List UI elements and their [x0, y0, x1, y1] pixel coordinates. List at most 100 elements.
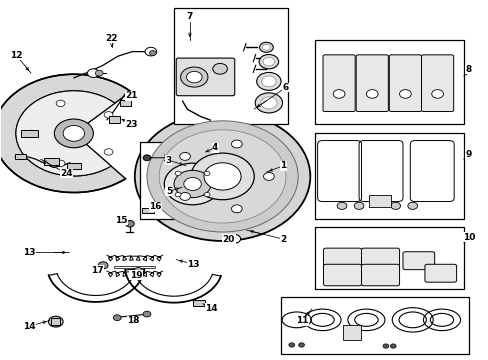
- Circle shape: [261, 76, 276, 87]
- Bar: [15, 154, 26, 159]
- Bar: [193, 300, 205, 306]
- Circle shape: [98, 262, 108, 269]
- Circle shape: [26, 130, 35, 136]
- Text: 4: 4: [212, 143, 218, 152]
- Circle shape: [262, 44, 270, 50]
- Bar: [66, 163, 81, 169]
- Text: 10: 10: [462, 233, 474, 242]
- Circle shape: [399, 90, 410, 98]
- Circle shape: [104, 149, 113, 155]
- Text: 20: 20: [222, 235, 235, 244]
- Circle shape: [145, 47, 157, 56]
- Circle shape: [332, 90, 344, 98]
- Circle shape: [87, 69, 99, 77]
- Text: 13: 13: [187, 260, 199, 269]
- Circle shape: [180, 152, 190, 160]
- Text: 17: 17: [91, 266, 103, 275]
- Circle shape: [407, 202, 417, 210]
- Bar: [343, 325, 360, 339]
- Circle shape: [353, 202, 363, 210]
- Circle shape: [259, 54, 278, 69]
- Bar: [281, 297, 468, 354]
- Circle shape: [203, 193, 209, 197]
- Text: 3: 3: [165, 156, 172, 165]
- Circle shape: [190, 153, 254, 200]
- FancyBboxPatch shape: [388, 55, 421, 112]
- Circle shape: [104, 112, 113, 118]
- Circle shape: [54, 119, 93, 148]
- FancyBboxPatch shape: [176, 58, 234, 96]
- Text: 14: 14: [204, 304, 217, 313]
- Circle shape: [390, 202, 400, 210]
- Circle shape: [180, 67, 207, 87]
- Circle shape: [260, 97, 277, 109]
- FancyBboxPatch shape: [355, 55, 387, 112]
- Circle shape: [203, 163, 241, 190]
- Circle shape: [183, 177, 201, 190]
- Circle shape: [143, 155, 151, 161]
- Circle shape: [134, 267, 142, 273]
- Circle shape: [256, 72, 281, 90]
- Bar: [142, 208, 154, 213]
- Circle shape: [255, 93, 282, 113]
- Circle shape: [288, 343, 294, 347]
- Text: 21: 21: [125, 91, 137, 100]
- Circle shape: [125, 221, 134, 227]
- Circle shape: [382, 344, 388, 348]
- Circle shape: [298, 343, 304, 347]
- Circle shape: [231, 205, 242, 213]
- Circle shape: [143, 311, 151, 317]
- Circle shape: [159, 130, 285, 223]
- Circle shape: [175, 171, 181, 175]
- Text: 24: 24: [60, 169, 73, 178]
- Text: 14: 14: [22, 322, 35, 331]
- Bar: [315, 226, 463, 289]
- Bar: [51, 318, 60, 325]
- Bar: [44, 158, 59, 165]
- Circle shape: [366, 90, 377, 98]
- Bar: [21, 130, 38, 137]
- Text: 15: 15: [115, 216, 127, 225]
- Circle shape: [336, 202, 346, 210]
- Text: 23: 23: [125, 120, 137, 129]
- Text: 18: 18: [127, 316, 139, 325]
- Circle shape: [63, 126, 84, 141]
- Circle shape: [174, 170, 211, 198]
- Circle shape: [135, 112, 310, 241]
- Circle shape: [180, 193, 190, 201]
- FancyBboxPatch shape: [424, 264, 456, 282]
- FancyBboxPatch shape: [361, 264, 399, 286]
- Bar: [140, 142, 224, 220]
- Circle shape: [212, 63, 227, 74]
- Bar: [315, 134, 463, 220]
- FancyBboxPatch shape: [421, 55, 453, 112]
- Circle shape: [175, 193, 181, 197]
- Circle shape: [95, 70, 103, 76]
- Circle shape: [56, 160, 65, 167]
- Text: 9: 9: [465, 150, 471, 159]
- Circle shape: [113, 315, 121, 320]
- Circle shape: [259, 42, 273, 52]
- Text: 7: 7: [186, 12, 193, 21]
- Wedge shape: [16, 91, 115, 176]
- Circle shape: [431, 90, 443, 98]
- Circle shape: [389, 344, 395, 348]
- Circle shape: [56, 100, 65, 107]
- Wedge shape: [0, 74, 130, 193]
- FancyBboxPatch shape: [323, 248, 361, 270]
- Text: 1: 1: [280, 161, 286, 170]
- Text: 22: 22: [105, 34, 118, 43]
- FancyBboxPatch shape: [323, 55, 354, 112]
- Text: 11: 11: [295, 316, 307, 325]
- Bar: [315, 40, 463, 125]
- Bar: [368, 195, 390, 207]
- Text: 13: 13: [22, 248, 35, 257]
- Text: 19: 19: [130, 270, 142, 279]
- Circle shape: [147, 121, 298, 232]
- Text: 8: 8: [465, 65, 471, 74]
- Bar: [120, 100, 131, 107]
- FancyBboxPatch shape: [323, 264, 361, 286]
- Bar: [173, 8, 288, 125]
- Circle shape: [263, 57, 274, 66]
- Circle shape: [231, 140, 242, 148]
